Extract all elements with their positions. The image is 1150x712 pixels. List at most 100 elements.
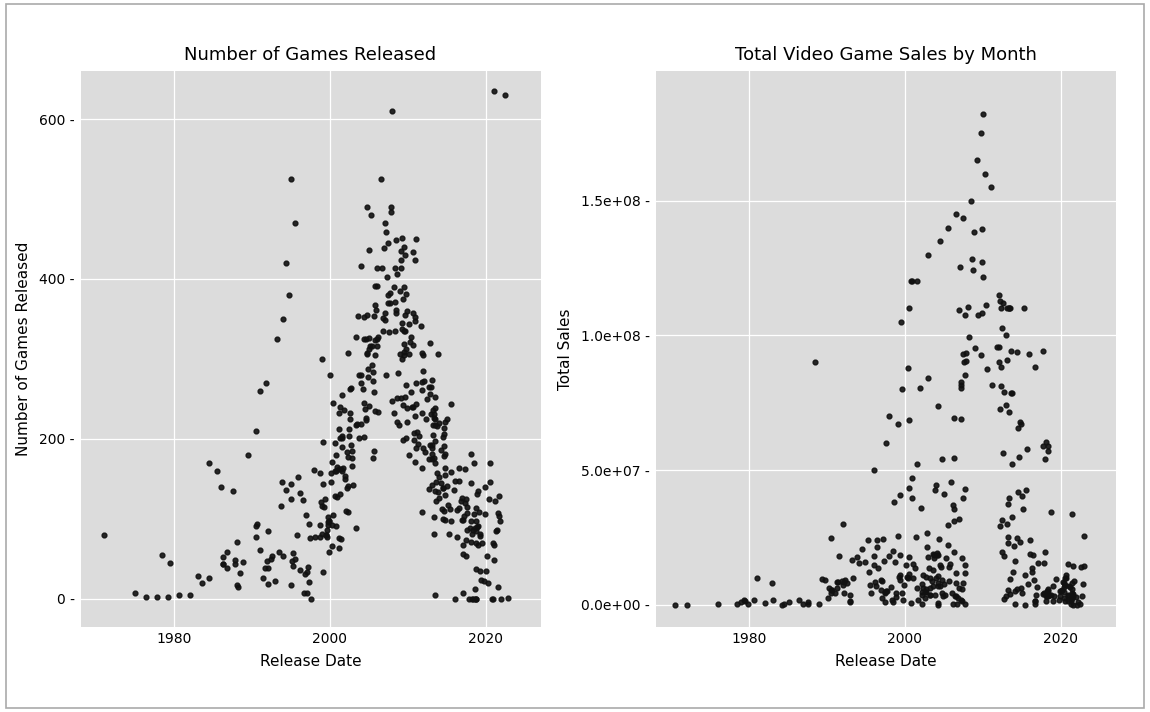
Point: [486, 525, 505, 537]
Point: [1002, 387, 1020, 399]
Point: [398, 305, 416, 317]
Point: [397, 249, 415, 261]
Point: [413, 506, 431, 518]
Point: [298, 561, 316, 572]
Point: [337, 505, 355, 516]
Point: [898, 571, 917, 582]
Point: [957, 356, 975, 367]
Point: [313, 353, 331, 365]
Point: [366, 445, 384, 456]
Point: [342, 407, 360, 419]
Point: [422, 375, 440, 386]
Point: [865, 560, 883, 571]
Point: [1063, 598, 1081, 609]
Point: [941, 559, 959, 570]
Point: [421, 389, 439, 400]
Point: [1012, 582, 1030, 594]
Point: [390, 419, 408, 431]
Point: [409, 431, 428, 442]
Point: [320, 515, 338, 527]
Point: [435, 482, 453, 493]
Point: [835, 577, 853, 588]
Point: [435, 422, 453, 434]
Point: [383, 105, 401, 117]
Point: [402, 331, 421, 342]
Point: [1005, 555, 1024, 567]
Point: [432, 503, 451, 515]
Point: [484, 538, 503, 549]
Point: [453, 493, 472, 504]
Point: [388, 234, 406, 246]
Point: [876, 438, 895, 449]
Point: [450, 462, 468, 473]
Point: [397, 343, 415, 355]
Point: [1044, 595, 1063, 607]
Point: [1010, 451, 1028, 463]
Point: [407, 377, 426, 389]
Point: [233, 556, 252, 567]
Point: [427, 413, 445, 424]
Point: [1038, 446, 1057, 457]
Point: [435, 429, 453, 440]
Point: [354, 431, 373, 443]
Point: [217, 562, 236, 573]
Point: [1015, 569, 1034, 580]
Point: [394, 281, 413, 292]
Point: [388, 417, 406, 428]
Point: [363, 366, 382, 377]
Point: [254, 572, 273, 584]
Point: [467, 593, 485, 604]
Point: [385, 296, 404, 308]
Point: [899, 303, 918, 314]
Point: [953, 212, 972, 224]
Point: [848, 551, 866, 562]
Point: [953, 552, 972, 563]
Point: [378, 297, 397, 308]
Point: [463, 524, 482, 535]
Point: [429, 487, 447, 498]
Point: [1040, 590, 1058, 601]
Point: [1061, 595, 1080, 607]
Point: [316, 529, 335, 540]
Point: [376, 308, 394, 319]
Point: [331, 533, 350, 545]
Point: [833, 575, 851, 587]
Point: [314, 478, 332, 490]
Point: [875, 586, 894, 597]
Point: [1019, 578, 1037, 590]
Point: [829, 551, 848, 562]
Point: [336, 471, 354, 482]
Point: [1000, 303, 1019, 314]
Point: [937, 553, 956, 564]
Point: [1050, 595, 1068, 606]
Point: [866, 576, 884, 587]
Point: [952, 583, 971, 595]
Point: [455, 511, 474, 522]
Point: [327, 466, 345, 477]
Point: [798, 599, 816, 610]
Point: [362, 340, 381, 351]
Point: [999, 492, 1018, 503]
Point: [951, 379, 969, 391]
Point: [417, 393, 436, 404]
Point: [1044, 591, 1063, 602]
Point: [435, 451, 453, 462]
Point: [461, 477, 480, 488]
Point: [928, 570, 946, 582]
Point: [423, 404, 442, 415]
Point: [1005, 585, 1024, 597]
Point: [334, 463, 352, 474]
Point: [933, 587, 951, 599]
Point: [473, 537, 491, 548]
Point: [384, 281, 402, 293]
Point: [445, 484, 463, 496]
Point: [330, 542, 348, 553]
Point: [822, 587, 841, 599]
Point: [883, 596, 902, 607]
Point: [1037, 436, 1056, 448]
Point: [764, 595, 782, 606]
Point: [369, 332, 388, 343]
Point: [334, 389, 352, 400]
Point: [1007, 583, 1026, 595]
Point: [913, 578, 932, 590]
